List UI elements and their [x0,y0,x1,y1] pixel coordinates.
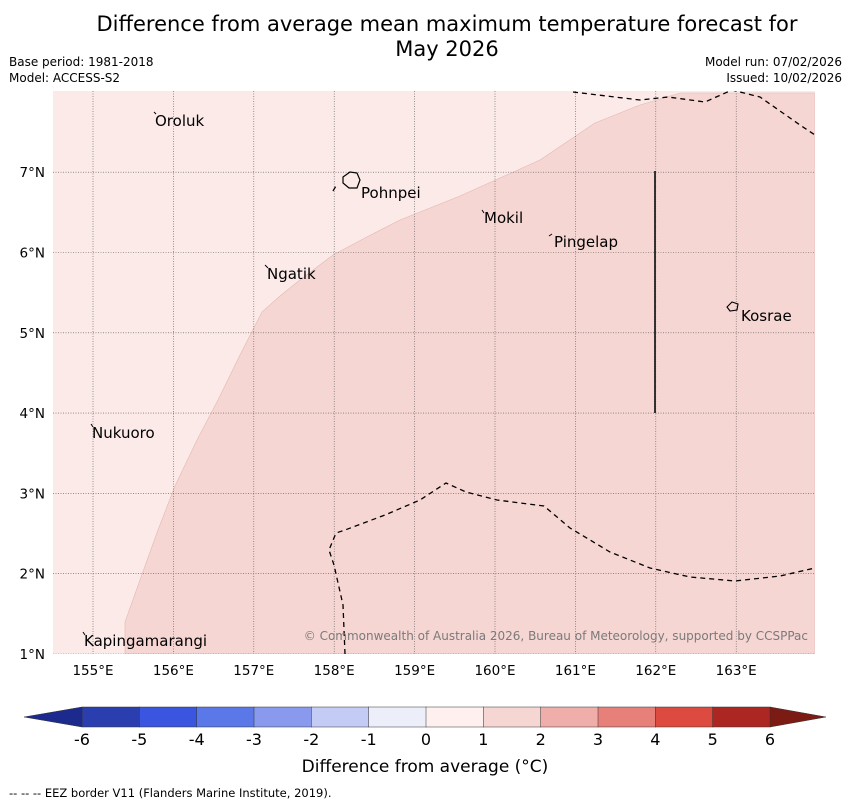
colorbar-tick: -2 [303,730,319,749]
colorbar-tick: -1 [361,730,377,749]
colorbar-segment [139,706,198,728]
colorbar-tick: 6 [765,730,775,749]
map-plot-area: Oroluk Pohnpei Mokil Pingelap Ngatik Kos… [53,91,815,654]
lon-tick-label: 155°E [72,663,113,679]
model-run: Model run: 07/02/2026 [704,55,842,69]
longitude-labels: 155°E 156°E 157°E 158°E 159°E 160°E 161°E 162°E… [72,663,756,679]
colorbar-tick: 5 [708,730,718,749]
colorbar-tick: 2 [536,730,546,749]
colorbar-tick: 3 [593,730,603,749]
colorbar-tick: -3 [246,730,262,749]
lat-tick-label: 3°N [20,486,45,502]
colorbar-tick: 0 [421,730,431,749]
place-label-pingelap: Pingelap [554,233,618,251]
colorbar-segment [311,706,370,728]
lon-tick-label: 159°E [394,663,435,679]
pohnpei-island-outline [342,171,361,189]
pingelap-mark [548,233,553,237]
lon-tick-label: 162°E [635,663,676,679]
place-labels: Oroluk Pohnpei Mokil Pingelap Ngatik Kos… [84,112,792,650]
place-label-kapingamarangi: Kapingamarangi [84,632,207,650]
lon-tick-label: 161°E [555,663,596,679]
place-label-nukuoro: Nukuoro [92,424,155,442]
chart-title: Difference from average mean maximum tem… [60,12,834,62]
eez-border-north [572,91,815,136]
base-period: Base period: 1981-2018 [9,55,154,69]
anomaly-band-1-2 [124,92,815,654]
oroluk-mark [153,111,157,115]
meta-right: Model run: 07/02/2026 Issued: 10/02/2026 [705,54,842,86]
colorbar-segment [196,706,255,728]
place-label-mokil: Mokil [484,209,523,227]
colorbar-segment [540,706,599,728]
lat-tick-label: 1°N [20,647,45,663]
mokil-mark [481,209,485,214]
colorbar-tick: -4 [189,730,205,749]
issued-date: Issued: 10/02/2026 [726,71,842,85]
model-name: Model: ACCESS-S2 [9,71,121,85]
colorbar-tick: -6 [74,730,90,749]
colorbar-segment [597,706,656,728]
kosrae-island-outline [726,301,739,312]
colorbar-tick: -5 [131,730,147,749]
colorbar-label: Difference from average (°C) [301,757,549,777]
place-label-kosrae: Kosrae [741,307,792,325]
copyright-notice: © Commonwealth of Australia 2026, Bureau… [304,629,808,643]
colorbar-segment [483,706,542,728]
title-line-1: Difference from average mean maximum tem… [96,12,798,36]
meta-left: Base period: 1981-2018 Model: ACCESS-S2 [9,54,154,86]
map-gridlines [53,91,815,654]
lon-tick-label: 160°E [474,663,515,679]
island-marks [82,111,553,636]
eez-borders [328,91,815,654]
eez-border-pohnpei-stub [332,185,337,192]
eez-legend-note: -- -- -- EEZ border V11 (Flanders Marine… [9,786,332,800]
lon-tick-label: 156°E [153,663,194,679]
lat-tick-label: 7°N [20,165,45,181]
colorbar-segment [712,706,771,728]
nukuoro-mark [90,423,94,428]
lat-tick-label: 2°N [20,567,45,583]
colorbar-tick: 1 [478,730,488,749]
colorbar-tick: 4 [650,730,660,749]
place-label-pohnpei: Pohnpei [361,184,421,202]
latitude-labels: 1°N 2°N 3°N 4°N 5°N 6°N 7°N [20,165,45,663]
colorbar [23,706,827,728]
colorbar-tick-labels: -6 -5 -4 -3 -2 -1 0 1 2 3 4 5 6 [74,730,775,749]
lat-tick-label: 4°N [20,406,45,422]
colorbar-segment [253,706,312,728]
colorbar-over-arrow [769,706,827,728]
kapingamarangi-mark [82,631,86,636]
lat-tick-label: 5°N [20,326,45,342]
colorbar-under-arrow [23,706,83,728]
ngatik-mark [264,264,269,269]
title-line-2: May 2026 [395,37,499,61]
colorbar-segment [425,706,484,728]
colorbar-segment [81,706,140,728]
place-label-oroluk: Oroluk [155,112,204,130]
lon-tick-label: 163°E [716,663,757,679]
place-label-ngatik: Ngatik [267,265,316,283]
lat-tick-label: 6°N [20,246,45,262]
lon-tick-label: 158°E [314,663,355,679]
lon-tick-label: 157°E [233,663,274,679]
colorbar-segment [368,706,427,728]
colorbar-segment [655,706,714,728]
